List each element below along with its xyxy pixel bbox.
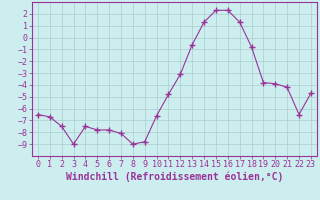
X-axis label: Windchill (Refroidissement éolien,°C): Windchill (Refroidissement éolien,°C) (66, 172, 283, 182)
